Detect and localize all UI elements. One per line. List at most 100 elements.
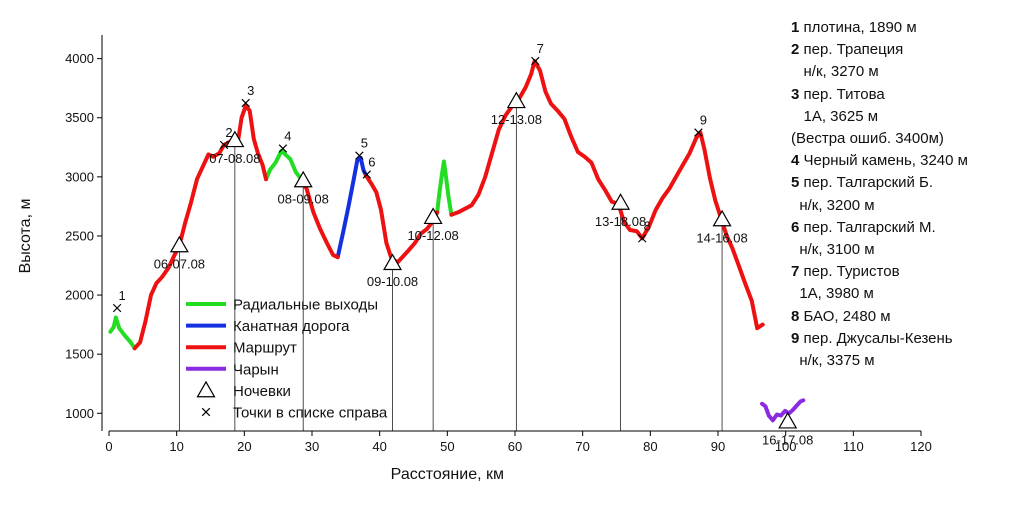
points-list-text: н/к, 3200 м — [791, 196, 875, 214]
point-label: 5 — [361, 136, 368, 151]
point-markers: 1 2 3 4 56 7 8 9 — [112, 41, 707, 313]
points-list-line: н/к, 3375 м — [791, 350, 1021, 372]
x-tick-label: 80 — [643, 439, 657, 454]
point-cross — [219, 140, 229, 150]
cross-stroke-b — [531, 56, 540, 66]
cross-stroke-b — [637, 234, 647, 243]
points-list-text: н/к, 3375 м — [791, 352, 875, 370]
points-list-line: 1 плотина, 1890 м — [791, 17, 1021, 39]
x-tick-label: 70 — [575, 439, 589, 454]
camp-triangle — [225, 130, 245, 148]
camp-triangle — [169, 235, 189, 253]
point-cross — [278, 144, 288, 153]
legend-label: Точки в списке справа — [233, 405, 388, 422]
camp-label: 06-07.08 — [154, 256, 205, 271]
camp-drop-lines — [178, 107, 723, 431]
points-list-text: плотина, 1890 м — [799, 19, 917, 36]
points-list-line: н/к, 3100 м — [791, 239, 1021, 261]
x-tick-label: 20 — [237, 439, 251, 454]
series-line — [299, 177, 340, 260]
axes: 0 10 20 30 40 50 60 70 80 90 100 110 120 1000 1500 2000… — [17, 35, 932, 483]
point-cross — [637, 234, 647, 243]
legend-label: Ночевки — [233, 383, 291, 400]
camp-label: 08-09.08 — [278, 191, 329, 206]
points-list-line: 6 пер. Талгарский М. — [791, 217, 1021, 239]
camp-triangle — [293, 170, 313, 188]
points-list-text: н/к, 3270 м — [791, 63, 879, 81]
series-lines — [108, 59, 806, 423]
points-list-number: 4 — [791, 152, 800, 170]
camp-label: 12-13.08 — [491, 112, 542, 127]
legend-item: Ночевки — [196, 380, 291, 400]
points-list-line: 4 Черный камень, 3240 м — [791, 150, 1021, 172]
series-line — [108, 315, 137, 351]
points-list-line: 7 пер. Туристов — [791, 261, 1021, 283]
legend-item: Радиальные выходы — [186, 297, 378, 314]
points-list-number: 9 — [791, 329, 800, 347]
y-tick-label: 4000 — [65, 51, 94, 66]
legend-item: Канатная дорога — [186, 318, 350, 335]
x-tick-label: 50 — [440, 439, 454, 454]
legend-item: Чарын — [186, 361, 279, 378]
x-axis-title: Расстояние, км — [391, 466, 504, 483]
points-list-number: 1 — [791, 19, 800, 36]
legend-label: Канатная дорога — [233, 318, 350, 335]
y-tick-label: 2500 — [65, 228, 94, 243]
points-list-text: н/к, 3100 м — [791, 241, 875, 259]
series-line — [264, 148, 304, 182]
legend: Радиальные выходы Канатная дорога Маршрут Ч… — [186, 297, 388, 422]
series-line — [760, 398, 806, 423]
legend-label: Радиальные выходы — [233, 297, 378, 314]
camp-triangle — [712, 209, 732, 227]
cross-stroke-b — [278, 144, 288, 153]
x-tick-label: 40 — [372, 439, 386, 454]
legend-cross — [201, 407, 211, 417]
points-list-text: пер. Талгарский Б. — [799, 174, 934, 192]
points-list-number: 7 — [791, 263, 800, 281]
point-label: 6 — [368, 154, 375, 169]
point-cross — [241, 98, 250, 108]
camp-triangle — [611, 193, 631, 210]
point-cross — [694, 128, 703, 137]
camp-triangle — [423, 207, 443, 225]
x-tick-label: 10 — [169, 439, 183, 454]
cross-stroke-b — [362, 170, 372, 179]
camp-triangle — [506, 91, 526, 109]
cross-stroke-b — [219, 140, 229, 150]
legend-triangle — [196, 380, 216, 398]
points-list-text: БАО, 2480 м — [799, 307, 891, 325]
legend-label: Маршрут — [233, 340, 297, 357]
points-list-text: пер. Титова — [799, 85, 885, 103]
x-tick-label: 100 — [775, 439, 797, 454]
point-label: 2 — [225, 125, 232, 140]
point-label: 3 — [247, 83, 254, 98]
y-tick-label: 3500 — [65, 110, 94, 125]
series-line — [435, 159, 454, 217]
y-tick-label: 1000 — [65, 406, 94, 421]
point-cross — [362, 170, 372, 179]
camp-label: 13-18.08 — [595, 214, 646, 229]
point-label: 1 — [119, 288, 126, 303]
legend-item: Точки в списке справа — [201, 405, 388, 422]
point-label: 8 — [644, 218, 651, 233]
x-tick-label: 0 — [105, 439, 112, 454]
points-list-text: 1А, 3980 м — [791, 285, 874, 303]
x-tick-label: 60 — [508, 439, 522, 454]
legend-item: Маршрут — [186, 340, 297, 357]
camp-markers: 06-07.08 07-08.08 08-09.08 09-10.08 10-12.08… — [154, 91, 813, 448]
camp-label: 10-12.08 — [407, 228, 458, 243]
x-tick-label: 30 — [305, 439, 319, 454]
points-list-number: 8 — [791, 307, 800, 325]
y-axis-title: Высота, м — [17, 199, 34, 274]
legend-label: Чарын — [233, 361, 279, 378]
points-list-text: пер. Трапеция — [799, 41, 904, 59]
points-list-line: 8 БАО, 2480 м — [791, 306, 1021, 328]
camp-label: 07-08.08 — [209, 151, 260, 166]
points-list-line: 5 пер. Талгарский Б. — [791, 172, 1021, 194]
points-list-number: 5 — [791, 174, 800, 192]
points-list-number: 3 — [791, 85, 800, 103]
points-list-text: (Вестра ошиб. 3400м) — [791, 130, 944, 148]
